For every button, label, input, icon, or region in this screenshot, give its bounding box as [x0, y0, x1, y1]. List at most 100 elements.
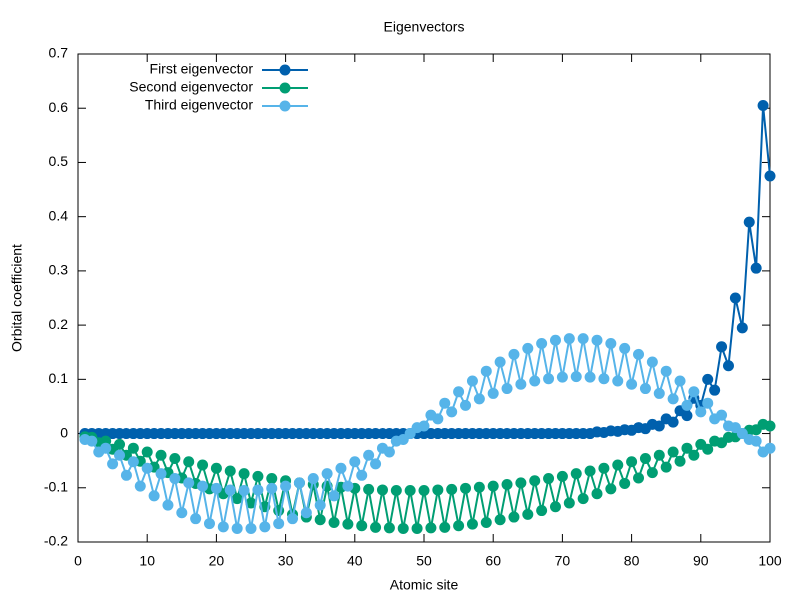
- data-point: [570, 468, 582, 480]
- data-point: [577, 493, 589, 505]
- x-tick-label: 100: [758, 553, 782, 569]
- data-point: [342, 480, 354, 492]
- data-point: [259, 521, 271, 533]
- data-point: [197, 480, 209, 492]
- y-tick-label: 0: [60, 424, 68, 440]
- data-point: [508, 348, 520, 360]
- data-point: [543, 473, 555, 485]
- data-point: [432, 484, 444, 496]
- data-point: [252, 484, 264, 496]
- y-tick-label: -0.1: [44, 478, 68, 494]
- data-point: [501, 479, 513, 491]
- data-point: [750, 262, 762, 274]
- data-point: [674, 375, 686, 387]
- data-point: [231, 522, 243, 534]
- data-point: [155, 449, 167, 461]
- data-point: [342, 518, 354, 530]
- y-axis-label: Orbital coefficient: [9, 244, 25, 352]
- legend-label: Third eigenvector: [145, 97, 254, 113]
- data-point: [743, 216, 755, 228]
- y-tick-label: 0.7: [49, 45, 69, 61]
- x-tick-label: 50: [416, 553, 432, 569]
- data-point: [460, 482, 472, 494]
- data-point: [453, 386, 465, 398]
- data-point: [473, 481, 485, 493]
- data-point: [584, 371, 596, 383]
- data-point: [563, 333, 575, 345]
- data-point: [764, 420, 776, 432]
- data-point: [100, 442, 112, 454]
- data-point: [487, 387, 499, 399]
- data-point: [695, 406, 707, 418]
- data-point: [619, 342, 631, 354]
- data-point: [653, 449, 665, 461]
- y-tick-label: 0.3: [49, 262, 69, 278]
- data-point: [612, 459, 624, 471]
- data-point: [633, 348, 645, 360]
- x-tick-label: 20: [209, 553, 225, 569]
- data-point: [370, 458, 382, 470]
- data-point: [183, 477, 195, 489]
- data-point: [729, 292, 741, 304]
- data-point: [543, 373, 555, 385]
- data-point: [266, 482, 278, 494]
- series-line: [84, 423, 771, 529]
- data-point: [473, 393, 485, 405]
- data-point: [660, 365, 672, 377]
- data-point: [674, 455, 686, 467]
- data-point: [252, 470, 264, 482]
- data-point: [702, 397, 714, 409]
- data-point: [439, 397, 451, 409]
- data-point: [363, 449, 375, 461]
- data-point: [349, 456, 361, 468]
- data-point: [411, 522, 423, 534]
- data-point: [335, 462, 347, 474]
- data-point: [127, 442, 139, 454]
- data-point: [702, 373, 714, 385]
- data-point: [716, 409, 728, 421]
- data-point: [722, 360, 734, 372]
- data-point: [134, 480, 146, 492]
- data-point: [660, 461, 672, 473]
- data-point: [709, 384, 721, 396]
- data-point: [522, 342, 534, 354]
- data-point: [404, 484, 416, 496]
- x-axis-label: Atomic site: [390, 577, 459, 593]
- x-tick-label: 70: [555, 553, 571, 569]
- data-point: [245, 522, 257, 534]
- data-point: [453, 520, 465, 532]
- data-point: [501, 383, 513, 395]
- data-point: [432, 413, 444, 425]
- legend-marker: [279, 100, 291, 112]
- data-point: [363, 483, 375, 495]
- data-point: [162, 499, 174, 511]
- data-point: [439, 521, 451, 533]
- data-point: [155, 468, 167, 480]
- data-point: [210, 462, 222, 474]
- data-point: [667, 393, 679, 405]
- data-point: [529, 475, 541, 487]
- data-point: [418, 484, 430, 496]
- data-point: [646, 467, 658, 479]
- data-point: [307, 473, 319, 485]
- data-point: [328, 516, 340, 528]
- data-point: [646, 356, 658, 368]
- data-point: [114, 438, 126, 450]
- data-point: [390, 484, 402, 496]
- series-line: [84, 105, 771, 435]
- data-point: [203, 518, 215, 530]
- data-point: [224, 484, 236, 496]
- data-point: [183, 456, 195, 468]
- data-point: [466, 518, 478, 530]
- data-point: [536, 505, 548, 517]
- data-point: [446, 406, 458, 418]
- data-point: [639, 383, 651, 395]
- data-point: [86, 435, 98, 447]
- data-point: [757, 100, 769, 112]
- data-point: [549, 334, 561, 346]
- data-point: [190, 513, 202, 525]
- data-point: [536, 338, 548, 350]
- data-point: [266, 473, 278, 485]
- data-point: [287, 513, 299, 525]
- y-tick-label: 0.1: [49, 370, 69, 386]
